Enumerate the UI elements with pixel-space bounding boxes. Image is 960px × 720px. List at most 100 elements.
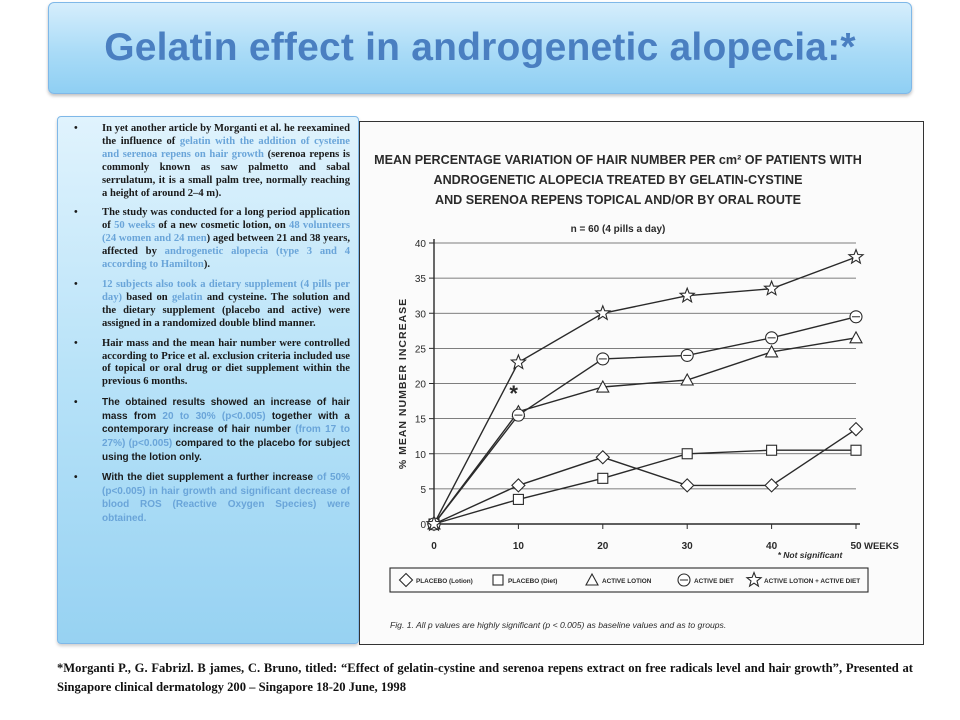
bullet-text: based on bbox=[122, 291, 172, 303]
x-tick-label: 30 bbox=[682, 541, 694, 552]
slide-title: Gelatin effect in androgenetic alopecia:… bbox=[104, 26, 856, 69]
bullet-dot: • bbox=[74, 337, 78, 349]
marker-square bbox=[597, 472, 609, 484]
x-tick-label: 40 bbox=[766, 541, 778, 552]
marker-diamond bbox=[511, 478, 526, 493]
marker-diamond bbox=[398, 572, 414, 588]
marker-diamond bbox=[764, 478, 779, 493]
bullet-text: compared to the placebo for subject usin… bbox=[102, 438, 350, 463]
marker-diamond bbox=[679, 478, 695, 493]
bullet-text: ). bbox=[203, 259, 210, 271]
highlight-text: of 50% (p<0.005) in hair growth and sign… bbox=[102, 472, 351, 524]
legend-box bbox=[389, 567, 869, 593]
series-line bbox=[433, 316, 857, 525]
y-tick-label: 15 bbox=[415, 415, 427, 426]
marker-star bbox=[745, 570, 763, 588]
chart-title-line: ANDROGENETIC ALOPECIA TREATED BY GELATIN… bbox=[433, 172, 802, 187]
chart-title-line: AND SERENOA REPENS TOPICAL AND/OR BY ORA… bbox=[435, 192, 801, 207]
marker-triangle bbox=[849, 330, 863, 344]
x-tick-label: 20 bbox=[597, 541, 609, 552]
significance-star: * bbox=[509, 381, 518, 406]
bullet-item: • The study was conducted for a long peri… bbox=[70, 207, 350, 272]
chart-figure: MEAN PERCENTAGE VARIATION OF HAIR NUMBER… bbox=[359, 121, 924, 645]
bullet-text: of a new cosmetic lotion, on bbox=[155, 220, 290, 232]
marker-star bbox=[847, 248, 865, 265]
highlight-text: gelatin bbox=[171, 291, 203, 303]
marker-square bbox=[766, 444, 778, 456]
bullet-dot: • bbox=[74, 123, 78, 134]
marker-star bbox=[763, 279, 781, 296]
citation: *Morganti P., G. Fabrizl. B james, C. Br… bbox=[57, 661, 913, 694]
marker-star bbox=[594, 304, 612, 321]
marker-diamond bbox=[848, 421, 864, 437]
bullet-text: ) aged between 21 and 38 years, affected… bbox=[102, 233, 350, 258]
bullet-item: • 12 subjects also took a dietary supplem… bbox=[70, 279, 350, 331]
marker-square bbox=[512, 493, 524, 505]
bullet-text: Hair mass and the mean hair number were … bbox=[102, 337, 350, 388]
text-panel: • In yet another article by Morganti et a… bbox=[57, 116, 359, 644]
legend-label: ACTIVE LOTION + ACTIVE DIET bbox=[764, 578, 860, 585]
bullet-dot: • bbox=[74, 278, 78, 290]
series-line bbox=[433, 337, 857, 525]
highlight-text: (from 17 to 27%) (p<0.005) bbox=[102, 424, 350, 449]
highlight-text: 48 volunteers (24 women and 24 men bbox=[102, 220, 350, 245]
marker-square bbox=[681, 448, 693, 460]
chart-svg: MEAN PERCENTAGE VARIATION OF HAIR NUMBER… bbox=[374, 152, 899, 630]
series-line bbox=[433, 256, 857, 525]
bullet-text: In yet another article by Morganti et al… bbox=[102, 123, 350, 147]
marker-star bbox=[425, 514, 443, 532]
y-tick-label: 5 bbox=[420, 485, 426, 496]
series-line bbox=[433, 449, 856, 525]
bullet-text: (serenoa repens is commonly known as saw… bbox=[102, 148, 350, 199]
highlight-text: 50 weeks bbox=[114, 220, 156, 232]
y-tick-label: 20 bbox=[415, 380, 427, 391]
y-tick-label: 10 bbox=[415, 450, 427, 461]
marker-triangle bbox=[764, 344, 779, 358]
y-tick-label: 25 bbox=[415, 344, 427, 355]
bullet-text: The study was conducted for a long perio… bbox=[102, 207, 350, 232]
bullet-item: • With the diet supplement a further incr… bbox=[70, 471, 350, 525]
bullet-text: With the diet supplement a further incre… bbox=[102, 472, 317, 484]
bullet-text: and cysteine. The solution and the dieta… bbox=[102, 291, 350, 329]
y-tick-label: 0 bbox=[420, 520, 426, 531]
bullet-text: together with a contemporary increase of… bbox=[102, 410, 350, 436]
x-tick-label: 0 bbox=[431, 541, 437, 552]
legend-label: PLACEBO (Lotion) bbox=[416, 578, 473, 585]
x-tick-label: 50 bbox=[850, 541, 862, 552]
x-axis-label: WEEKS bbox=[864, 541, 899, 552]
y-tick-label: 30 bbox=[415, 309, 427, 320]
marker-triangle bbox=[585, 572, 599, 586]
chart-title-line: MEAN PERCENTAGE VARIATION OF HAIR NUMBER… bbox=[374, 152, 862, 167]
series-line bbox=[433, 428, 857, 525]
bullet-dot: • bbox=[74, 207, 78, 219]
legend-label: PLACEBO (Diet) bbox=[508, 578, 557, 585]
x-tick-label: 10 bbox=[513, 541, 525, 552]
bullet-list: • In yet another article by Morganti et a… bbox=[70, 123, 350, 526]
bullet-dot: • bbox=[74, 397, 78, 409]
bullet-text: The obtained results showed an increase … bbox=[102, 397, 350, 422]
y-axis-label: % MEAN NUMBER INCREASE bbox=[397, 298, 409, 469]
chart-subtitle: n = 60 (4 pills a day) bbox=[571, 224, 666, 235]
highlight-text: 20 to 30% (p<0.005) bbox=[162, 410, 266, 422]
bullet-item: • In yet another article by Morganti et a… bbox=[70, 123, 350, 200]
title-banner: Gelatin effect in androgenetic alopecia:… bbox=[48, 2, 912, 94]
legend-label: ACTIVE LOTION bbox=[602, 578, 652, 585]
highlight-text: androgenetic alopecia (type 3 and 4 acco… bbox=[102, 246, 350, 271]
marker-triangle bbox=[595, 379, 610, 393]
not-significant-note: * Not significant bbox=[778, 550, 844, 560]
marker-square bbox=[492, 574, 504, 586]
chart-caption: Fig. 1. All p values are highly signific… bbox=[390, 620, 726, 630]
y-tick-label: 40 bbox=[415, 239, 427, 250]
marker-square bbox=[850, 444, 862, 456]
highlight-text: gelatin with the addition of cysteine an… bbox=[102, 135, 350, 160]
marker-triangle bbox=[680, 372, 695, 386]
bullet-dot: • bbox=[74, 472, 78, 484]
marker-star bbox=[678, 286, 696, 304]
legend-label: ACTIVE DIET bbox=[694, 578, 734, 585]
y-tick-label: 35 bbox=[415, 274, 427, 285]
bullet-item: • The obtained results showed an increase… bbox=[70, 396, 350, 464]
highlight-text: 12 subjects also took a dietary suppleme… bbox=[102, 278, 350, 303]
marker-diamond bbox=[595, 449, 611, 465]
bullet-item: • Hair mass and the mean hair number were… bbox=[70, 338, 350, 390]
marker-star bbox=[509, 353, 527, 370]
